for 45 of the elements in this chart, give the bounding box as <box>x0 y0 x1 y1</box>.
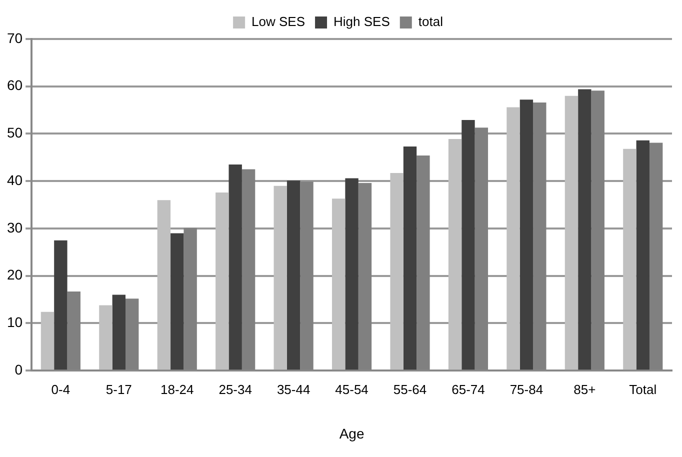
bar <box>332 198 346 370</box>
x-tick-label: 75-84 <box>510 382 544 397</box>
bar <box>345 178 358 370</box>
x-tick-label: Total <box>629 382 657 397</box>
bar <box>40 312 54 370</box>
x-tick-label: 5-17 <box>106 382 132 397</box>
x-tick-label: 45-54 <box>335 382 368 397</box>
bar <box>403 146 417 370</box>
y-tick-label: 40 <box>6 172 23 188</box>
y-tick-label: 0 <box>14 361 23 378</box>
x-tick-label: 35-44 <box>276 382 310 397</box>
x-tick-label: 55-64 <box>393 382 427 397</box>
y-tick-label: 20 <box>6 266 23 283</box>
bar <box>286 180 300 370</box>
bar <box>564 96 578 370</box>
bar <box>506 107 520 370</box>
bar <box>54 240 68 370</box>
bar <box>448 138 462 370</box>
x-tick-label: 65-74 <box>452 382 485 397</box>
bar <box>578 89 592 370</box>
x-tick-label: 85+ <box>574 382 596 397</box>
y-tick-label: 50 <box>6 124 23 141</box>
x-tick-label: 25-34 <box>218 382 252 397</box>
y-tick-label: 30 <box>6 219 23 236</box>
bar <box>462 120 475 370</box>
legend-label: High SES <box>334 14 390 30</box>
x-tick-label: 18-24 <box>160 382 194 397</box>
x-tick-label: 0-4 <box>51 382 70 397</box>
bar <box>623 148 636 370</box>
bar <box>157 200 171 370</box>
bar <box>520 100 534 370</box>
bar <box>390 173 404 370</box>
bar <box>274 186 287 370</box>
bar <box>216 192 229 370</box>
bar <box>112 294 126 370</box>
legend-label: Low SES <box>252 14 306 30</box>
y-tick-label: 70 <box>6 30 23 46</box>
bar <box>99 305 112 370</box>
bar <box>636 140 650 370</box>
bar <box>170 233 184 370</box>
y-tick-label: 10 <box>6 314 23 330</box>
y-tick-label: 60 <box>6 77 23 94</box>
x-axis-title: Age <box>339 425 364 442</box>
legend-label: total <box>418 14 444 30</box>
bar <box>228 164 242 370</box>
